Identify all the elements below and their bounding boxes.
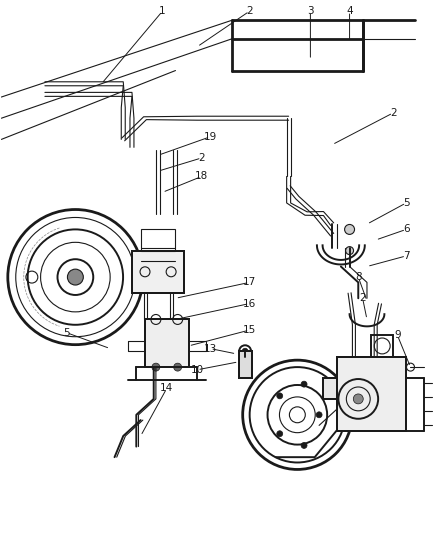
Circle shape bbox=[277, 431, 283, 437]
Bar bbox=[145, 319, 188, 367]
Circle shape bbox=[174, 363, 182, 371]
Text: 8: 8 bbox=[355, 272, 362, 282]
Text: 5: 5 bbox=[64, 328, 70, 338]
Circle shape bbox=[301, 442, 307, 448]
Text: 6: 6 bbox=[403, 224, 410, 235]
Text: 10: 10 bbox=[191, 365, 204, 375]
Circle shape bbox=[301, 381, 307, 387]
Circle shape bbox=[346, 247, 353, 255]
Text: 3: 3 bbox=[307, 6, 314, 16]
Circle shape bbox=[152, 363, 160, 371]
Bar bbox=[371, 335, 393, 357]
Circle shape bbox=[353, 394, 363, 404]
Bar bbox=[141, 229, 176, 251]
Bar bbox=[323, 378, 350, 399]
Bar bbox=[239, 351, 252, 378]
Circle shape bbox=[345, 224, 354, 235]
Bar bbox=[132, 251, 184, 293]
Text: 18: 18 bbox=[195, 172, 208, 181]
Text: 15: 15 bbox=[243, 325, 256, 335]
Text: 4: 4 bbox=[346, 6, 353, 16]
Bar bbox=[323, 378, 350, 399]
Circle shape bbox=[242, 348, 248, 354]
Bar bbox=[239, 351, 252, 378]
Text: 7: 7 bbox=[403, 251, 410, 261]
Text: 5: 5 bbox=[403, 198, 410, 208]
Circle shape bbox=[316, 412, 322, 418]
Text: 13: 13 bbox=[204, 344, 217, 353]
Circle shape bbox=[67, 269, 83, 285]
Bar bbox=[132, 251, 184, 293]
Bar bbox=[336, 357, 406, 431]
Text: 2: 2 bbox=[390, 108, 396, 118]
Bar bbox=[336, 357, 406, 431]
Text: 2: 2 bbox=[359, 293, 366, 303]
Text: 16: 16 bbox=[243, 298, 256, 309]
Text: 2: 2 bbox=[246, 6, 253, 16]
Text: 1: 1 bbox=[159, 6, 166, 16]
Text: 17: 17 bbox=[243, 277, 256, 287]
Text: 14: 14 bbox=[160, 383, 173, 393]
Text: 2: 2 bbox=[198, 153, 205, 163]
Text: 9: 9 bbox=[394, 330, 401, 341]
Text: 19: 19 bbox=[204, 132, 217, 142]
Bar bbox=[145, 319, 188, 367]
Circle shape bbox=[277, 393, 283, 399]
